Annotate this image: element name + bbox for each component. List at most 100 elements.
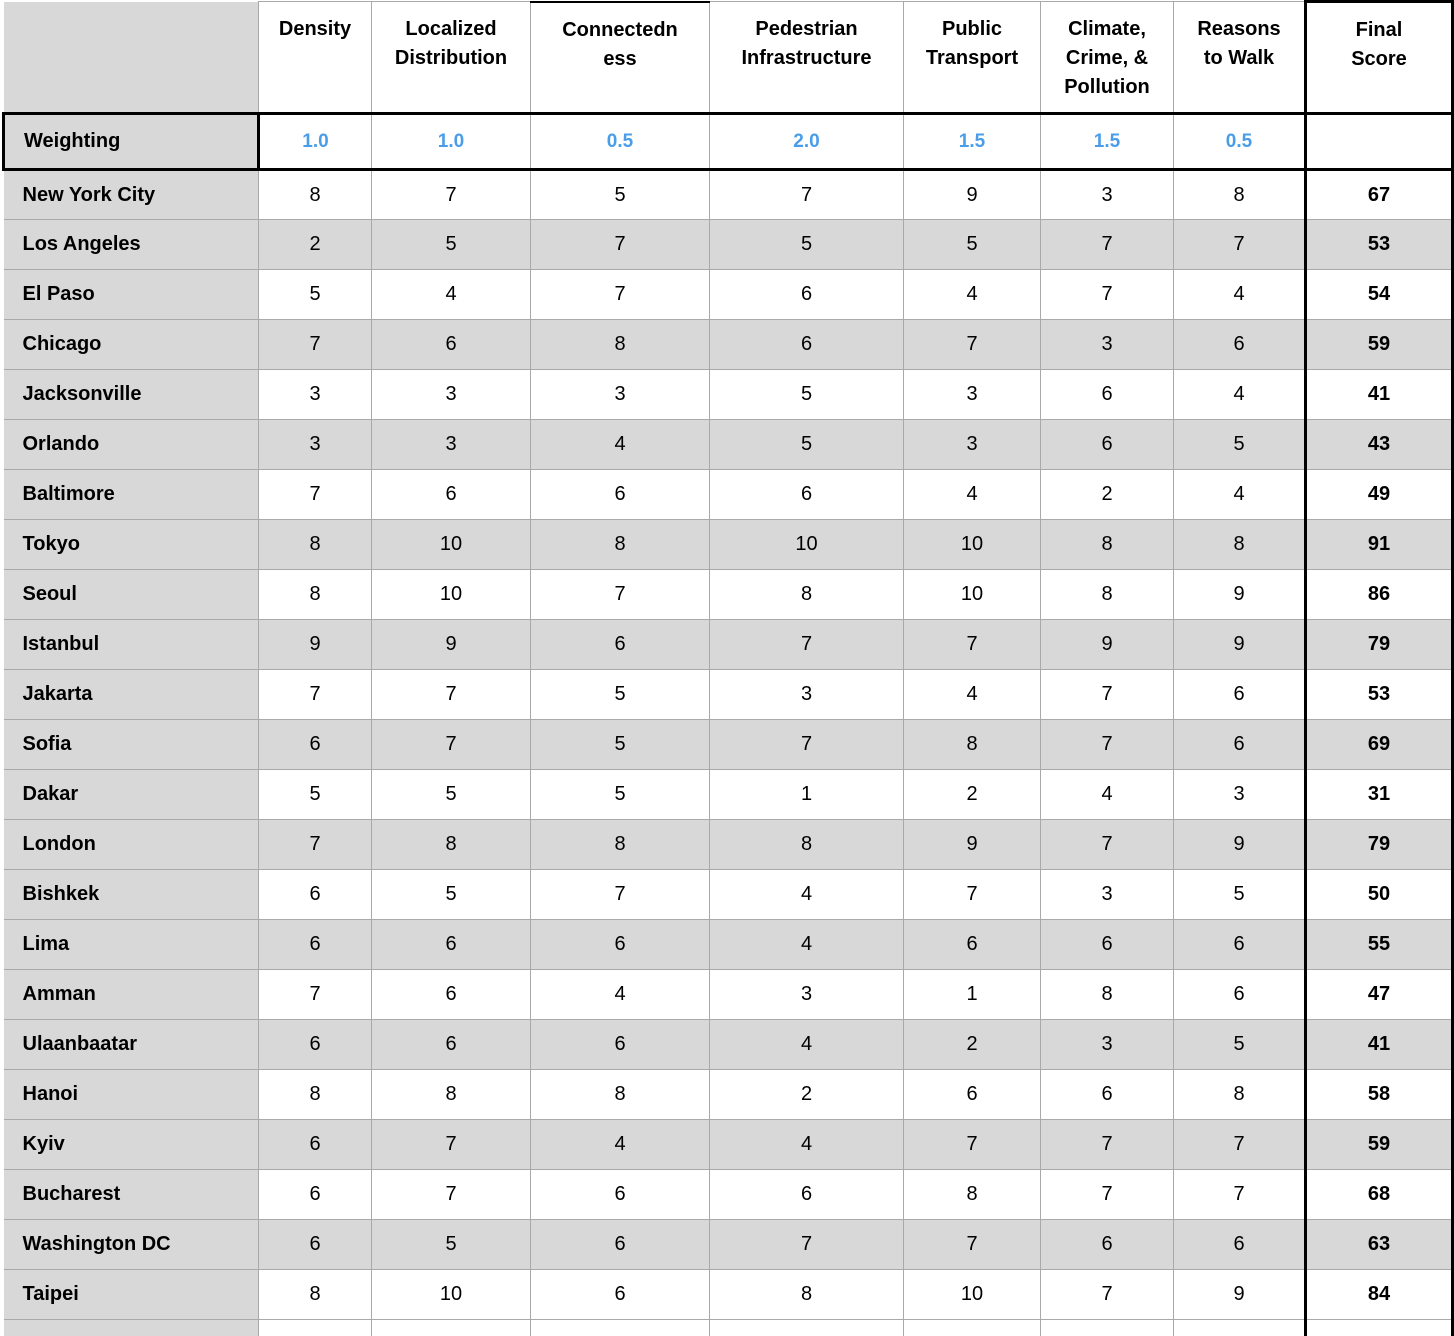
score-cell-pedestrian-infrastructure[interactable]: 4	[709, 1019, 904, 1070]
score-cell-reasons-to-walk[interactable]: 6	[1173, 719, 1306, 770]
score-cell-pedestrian-infrastructure[interactable]: 6	[709, 469, 904, 520]
final-score-cell[interactable]: 69	[1304, 719, 1454, 770]
score-cell-public-transport[interactable]: 10	[903, 519, 1041, 570]
score-cell-connectedness[interactable]: 4	[530, 1119, 710, 1170]
score-cell-localized-distribution[interactable]: 4	[371, 269, 531, 320]
score-cell-public-transport[interactable]: 2	[903, 1019, 1041, 1070]
column-header-public-transport[interactable]: Public Transport	[903, 1, 1041, 114]
score-cell-climate-crime-pollution[interactable]: 7	[1040, 269, 1174, 320]
final-score-cell[interactable]: 49	[1304, 469, 1454, 520]
column-header-climate-crime-pollution[interactable]: Climate, Crime, & Pollution	[1040, 1, 1174, 114]
final-score-cell[interactable]: 54	[1304, 269, 1454, 320]
final-score-cell[interactable]: 86	[1304, 569, 1454, 620]
score-cell-pedestrian-infrastructure[interactable]: 7	[709, 719, 904, 770]
score-cell-climate-crime-pollution[interactable]: 7	[1040, 1269, 1174, 1320]
score-cell-density[interactable]: 6	[258, 1119, 372, 1170]
score-cell-reasons-to-walk[interactable]: 6	[1173, 969, 1306, 1020]
score-cell-density[interactable]: 6	[258, 1219, 372, 1270]
score-cell-connectedness[interactable]: 8	[530, 519, 710, 570]
score-cell-localized-distribution[interactable]: 3	[371, 419, 531, 470]
final-score-cell[interactable]: 63	[1304, 1219, 1454, 1270]
city-name-cell[interactable]: Ulaanbaatar	[3, 1019, 259, 1070]
score-cell-public-transport[interactable]: 3	[903, 369, 1041, 420]
score-cell-connectedness[interactable]: 6	[530, 1169, 710, 1220]
score-cell-climate-crime-pollution[interactable]: 8	[1040, 569, 1174, 620]
city-name-cell[interactable]: Amman	[3, 969, 259, 1020]
city-name-cell[interactable]: Dakar	[3, 769, 259, 820]
city-name-cell[interactable]: London	[3, 819, 259, 870]
score-cell-density[interactable]: 8	[258, 519, 372, 570]
score-cell-connectedness[interactable]: 8	[530, 1069, 710, 1120]
score-cell-localized-distribution[interactable]: 6	[371, 1019, 531, 1070]
score-cell-reasons-to-walk[interactable]: 6	[1173, 1219, 1306, 1270]
score-cell-public-transport[interactable]: 7	[903, 619, 1041, 670]
column-header-pedestrian-infrastructure[interactable]: Pedestrian Infrastructure	[709, 1, 904, 114]
score-cell-connectedness[interactable]: 6	[530, 469, 710, 520]
score-cell-connectedness[interactable]: 7	[530, 219, 710, 270]
score-cell-connectedness[interactable]: 5	[530, 169, 710, 220]
score-cell-pedestrian-infrastructure[interactable]: 5	[709, 219, 904, 270]
weighting-cell-pedestrian-infrastructure[interactable]: 2.0	[709, 112, 904, 171]
score-cell-reasons-to-walk[interactable]: 9	[1173, 569, 1306, 620]
score-cell-localized-distribution[interactable]: 7	[371, 1119, 531, 1170]
final-score-cell[interactable]: 79	[1304, 819, 1454, 870]
final-score-cell[interactable]: 58	[1304, 1069, 1454, 1120]
score-cell-climate-crime-pollution[interactable]: 3	[1040, 169, 1174, 220]
score-cell-pedestrian-infrastructure[interactable]: 4	[709, 1119, 904, 1170]
score-cell-reasons-to-walk[interactable]: 6	[1173, 919, 1306, 970]
score-cell-connectedness[interactable]: 7	[530, 569, 710, 620]
score-cell-reasons-to-walk[interactable]: 6	[1173, 319, 1306, 370]
score-cell-pedestrian-infrastructure[interactable]: 8	[709, 569, 904, 620]
score-cell-reasons-to-walk[interactable]: 7	[1173, 1119, 1306, 1170]
city-name-cell[interactable]: New York City	[3, 169, 259, 220]
score-cell-localized-distribution[interactable]: 3	[371, 369, 531, 420]
score-cell-pedestrian-infrastructure[interactable]: 4	[709, 869, 904, 920]
score-cell-localized-distribution[interactable]: 8	[371, 819, 531, 870]
score-cell-density[interactable]: 6	[258, 919, 372, 970]
final-score-cell[interactable]: 50	[1304, 869, 1454, 920]
city-name-cell[interactable]: Jakarta	[3, 669, 259, 720]
score-cell-localized-distribution[interactable]: 9	[371, 619, 531, 670]
empty-cell[interactable]	[903, 1319, 1041, 1336]
empty-cell[interactable]	[709, 1319, 904, 1336]
empty-cell[interactable]	[530, 1319, 710, 1336]
score-cell-pedestrian-infrastructure[interactable]: 7	[709, 169, 904, 220]
score-cell-density[interactable]: 7	[258, 319, 372, 370]
score-cell-localized-distribution[interactable]: 10	[371, 569, 531, 620]
score-cell-public-transport[interactable]: 6	[903, 919, 1041, 970]
empty-cell[interactable]	[1304, 1319, 1454, 1336]
empty-cell[interactable]	[258, 1319, 372, 1336]
score-cell-reasons-to-walk[interactable]: 5	[1173, 1019, 1306, 1070]
score-cell-climate-crime-pollution[interactable]: 7	[1040, 819, 1174, 870]
column-header-connectedness[interactable]: Connectedn ess	[530, 0, 710, 114]
final-score-cell[interactable]: 68	[1304, 1169, 1454, 1220]
score-cell-reasons-to-walk[interactable]: 6	[1173, 669, 1306, 720]
final-score-cell[interactable]: 67	[1304, 169, 1454, 220]
final-score-cell[interactable]: 31	[1304, 769, 1454, 820]
score-cell-localized-distribution[interactable]: 6	[371, 469, 531, 520]
score-cell-localized-distribution[interactable]: 7	[371, 669, 531, 720]
city-name-cell[interactable]	[3, 1319, 259, 1336]
score-cell-public-transport[interactable]: 1	[903, 969, 1041, 1020]
city-name-cell[interactable]: Chicago	[3, 319, 259, 370]
score-cell-connectedness[interactable]: 5	[530, 719, 710, 770]
final-score-cell[interactable]: 53	[1304, 219, 1454, 270]
score-cell-pedestrian-infrastructure[interactable]: 3	[709, 669, 904, 720]
score-cell-reasons-to-walk[interactable]: 9	[1173, 619, 1306, 670]
final-score-cell[interactable]: 91	[1304, 519, 1454, 570]
score-cell-reasons-to-walk[interactable]: 3	[1173, 769, 1306, 820]
score-cell-reasons-to-walk[interactable]: 8	[1173, 169, 1306, 220]
final-score-cell[interactable]: 79	[1304, 619, 1454, 670]
city-name-cell[interactable]: Bishkek	[3, 869, 259, 920]
weighting-cell-connectedness[interactable]: 0.5	[530, 112, 710, 171]
city-name-cell[interactable]: Istanbul	[3, 619, 259, 670]
score-cell-pedestrian-infrastructure[interactable]: 8	[709, 1269, 904, 1320]
city-name-cell[interactable]: Jacksonville	[3, 369, 259, 420]
city-name-cell[interactable]: Taipei	[3, 1269, 259, 1320]
final-score-cell[interactable]: 59	[1304, 319, 1454, 370]
score-cell-connectedness[interactable]: 7	[530, 869, 710, 920]
city-name-cell[interactable]: Baltimore	[3, 469, 259, 520]
score-cell-density[interactable]: 5	[258, 269, 372, 320]
score-cell-public-transport[interactable]: 4	[903, 669, 1041, 720]
score-cell-climate-crime-pollution[interactable]: 9	[1040, 619, 1174, 670]
